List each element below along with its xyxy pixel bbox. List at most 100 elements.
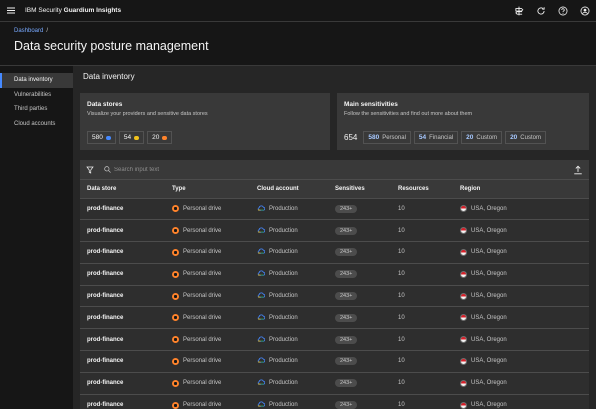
sensitives-tag[interactable]: 243+ bbox=[335, 292, 358, 301]
region-content: USA, Oregon bbox=[460, 270, 589, 278]
table-row[interactable]: prod-finance Personal drive Production 243+… bbox=[80, 262, 589, 286]
table-row[interactable]: prod-finance Personal drive Production 243+… bbox=[80, 393, 589, 409]
signpost-icon bbox=[515, 6, 524, 16]
sensitivities-total: 654 bbox=[344, 133, 358, 142]
region-label: USA, Oregon bbox=[471, 293, 507, 300]
type-cell: Personal drive bbox=[165, 219, 250, 242]
personal-drive-icon bbox=[172, 314, 179, 322]
personal-drive-icon bbox=[172, 248, 179, 256]
data-store-count: 20 bbox=[152, 134, 160, 141]
resources-cell: 10 bbox=[391, 350, 453, 373]
filter-button[interactable] bbox=[80, 160, 100, 180]
sensitivity-chip[interactable]: 20 Custom bbox=[461, 131, 503, 144]
google-cloud-icon bbox=[257, 270, 266, 278]
gcp-icon bbox=[134, 135, 140, 140]
resources-cell: 10 bbox=[391, 219, 453, 242]
region-cell: USA, Oregon bbox=[453, 197, 589, 220]
resources-cell: 10 bbox=[391, 241, 453, 264]
data-store-chip[interactable]: 54 bbox=[118, 131, 145, 144]
data-stores-card[interactable]: Data stores Visualize your providers and… bbox=[80, 93, 330, 150]
page-header: Dashboard / Data security posture managem… bbox=[0, 22, 596, 66]
sensitives-cell: 243+ bbox=[328, 197, 391, 220]
guided-tour-button[interactable] bbox=[512, 4, 526, 18]
sidebar-item-data-inventory[interactable]: Data inventory bbox=[0, 73, 73, 88]
column-header[interactable]: Sensitives bbox=[328, 180, 391, 198]
table-row[interactable]: prod-finance Personal drive Production 243+… bbox=[80, 284, 589, 307]
sensitives-tag[interactable]: 243+ bbox=[335, 248, 358, 257]
sensitives-tag[interactable]: 243+ bbox=[335, 226, 358, 235]
type-content: Personal drive bbox=[172, 248, 250, 256]
personal-drive-icon bbox=[172, 336, 179, 344]
cloud-account-content: Production bbox=[257, 336, 328, 344]
sensitives-cell: 243+ bbox=[328, 371, 391, 395]
help-icon bbox=[558, 6, 568, 16]
help-button[interactable] bbox=[556, 4, 570, 18]
table-toolbar bbox=[80, 160, 589, 180]
sensitives-tag[interactable]: 243+ bbox=[335, 270, 358, 279]
breadcrumb-link-dashboard[interactable]: Dashboard bbox=[14, 28, 44, 34]
table-row[interactable]: prod-finance Personal drive Production 243+… bbox=[80, 219, 589, 242]
app-brand[interactable]: IBM Security Guardium Insights bbox=[25, 7, 121, 14]
sensitives-tag[interactable]: 243+ bbox=[335, 313, 358, 322]
cloud-account-content: Production bbox=[257, 205, 328, 213]
sensitivity-chip[interactable]: 580 Personal bbox=[363, 131, 411, 144]
us-flag-icon bbox=[460, 205, 467, 213]
sidebar-item-vulnerabilities[interactable]: Vulnerabilities bbox=[14, 91, 52, 98]
user-profile-button[interactable] bbox=[578, 4, 592, 18]
sensitives-cell: 243+ bbox=[328, 393, 391, 409]
table-row[interactable]: prod-finance Personal drive Production 243+… bbox=[80, 371, 589, 395]
sensitivity-chip[interactable]: 20 Custom bbox=[505, 131, 546, 144]
sidebar-item-cloud-accounts[interactable]: Cloud accounts bbox=[14, 120, 56, 127]
sensitives-tag[interactable]: 243+ bbox=[335, 357, 358, 366]
search-input[interactable] bbox=[114, 166, 414, 173]
google-cloud-icon bbox=[257, 357, 266, 365]
cloud-account-label: Production bbox=[269, 205, 298, 212]
brand-name: Guardium Insights bbox=[63, 7, 122, 14]
table-row[interactable]: prod-finance Personal drive Production 243+… bbox=[80, 306, 589, 329]
breadcrumb: Dashboard / bbox=[14, 28, 48, 34]
us-flag-icon bbox=[460, 292, 467, 300]
resources-cell: 10 bbox=[391, 284, 453, 307]
data-store-chip[interactable]: 580 bbox=[87, 131, 116, 144]
resources-cell: 10 bbox=[391, 262, 453, 286]
card-description: Follow the sensitivities and find out mo… bbox=[344, 111, 473, 117]
sensitives-cell: 243+ bbox=[328, 262, 391, 286]
hamburger-menu-button[interactable] bbox=[0, 0, 22, 22]
cloud-account-cell: Production bbox=[250, 306, 328, 329]
export-icon[interactable] bbox=[573, 165, 583, 175]
table-row[interactable]: prod-finance Personal drive Production 243+… bbox=[80, 350, 589, 373]
column-header[interactable]: Cloud account bbox=[250, 180, 328, 198]
sensitives-cell: 243+ bbox=[328, 284, 391, 307]
us-flag-icon bbox=[460, 314, 467, 322]
sensitivity-chip[interactable]: 54 Financial bbox=[413, 131, 459, 144]
google-cloud-icon bbox=[257, 336, 266, 344]
table-row[interactable]: prod-finance Personal drive Production 243+… bbox=[80, 328, 589, 351]
search-icon bbox=[100, 160, 114, 180]
table-row[interactable]: prod-finance Personal drive Production 243+… bbox=[80, 241, 589, 264]
data-store-chip[interactable]: 20 bbox=[147, 131, 173, 144]
cloud-account-cell: Production bbox=[250, 350, 328, 373]
sensitives-cell: 243+ bbox=[328, 328, 391, 351]
us-flag-icon bbox=[460, 379, 467, 387]
refresh-button[interactable] bbox=[534, 4, 548, 18]
type-label: Personal drive bbox=[183, 358, 222, 365]
cloud-account-content: Production bbox=[257, 314, 328, 322]
sidebar-item-third-parties[interactable]: Third parties bbox=[14, 106, 48, 113]
data-store-count: 580 bbox=[92, 134, 103, 141]
resources-cell: 10 bbox=[391, 328, 453, 351]
column-header[interactable]: Data store bbox=[80, 180, 165, 198]
card-title: Main sensitivities bbox=[344, 101, 398, 108]
table-row[interactable]: prod-finance Personal drive Production 243+… bbox=[80, 197, 589, 220]
column-header[interactable]: Region bbox=[453, 180, 589, 198]
cloud-account-label: Production bbox=[269, 271, 298, 278]
sensitives-cell: 243+ bbox=[328, 350, 391, 373]
sensitives-tag[interactable]: 243+ bbox=[335, 401, 358, 409]
sensitives-tag[interactable]: 243+ bbox=[335, 204, 358, 213]
cloud-account-content: Production bbox=[257, 227, 328, 235]
region-content: USA, Oregon bbox=[460, 292, 589, 300]
sensitives-tag[interactable]: 243+ bbox=[335, 335, 358, 344]
sensitives-tag[interactable]: 243+ bbox=[335, 379, 358, 388]
column-header[interactable]: Resources bbox=[391, 180, 453, 198]
column-header[interactable]: Type bbox=[165, 180, 250, 198]
main-sensitivities-card[interactable]: Main sensitivities Follow the sensitivit… bbox=[337, 93, 589, 150]
